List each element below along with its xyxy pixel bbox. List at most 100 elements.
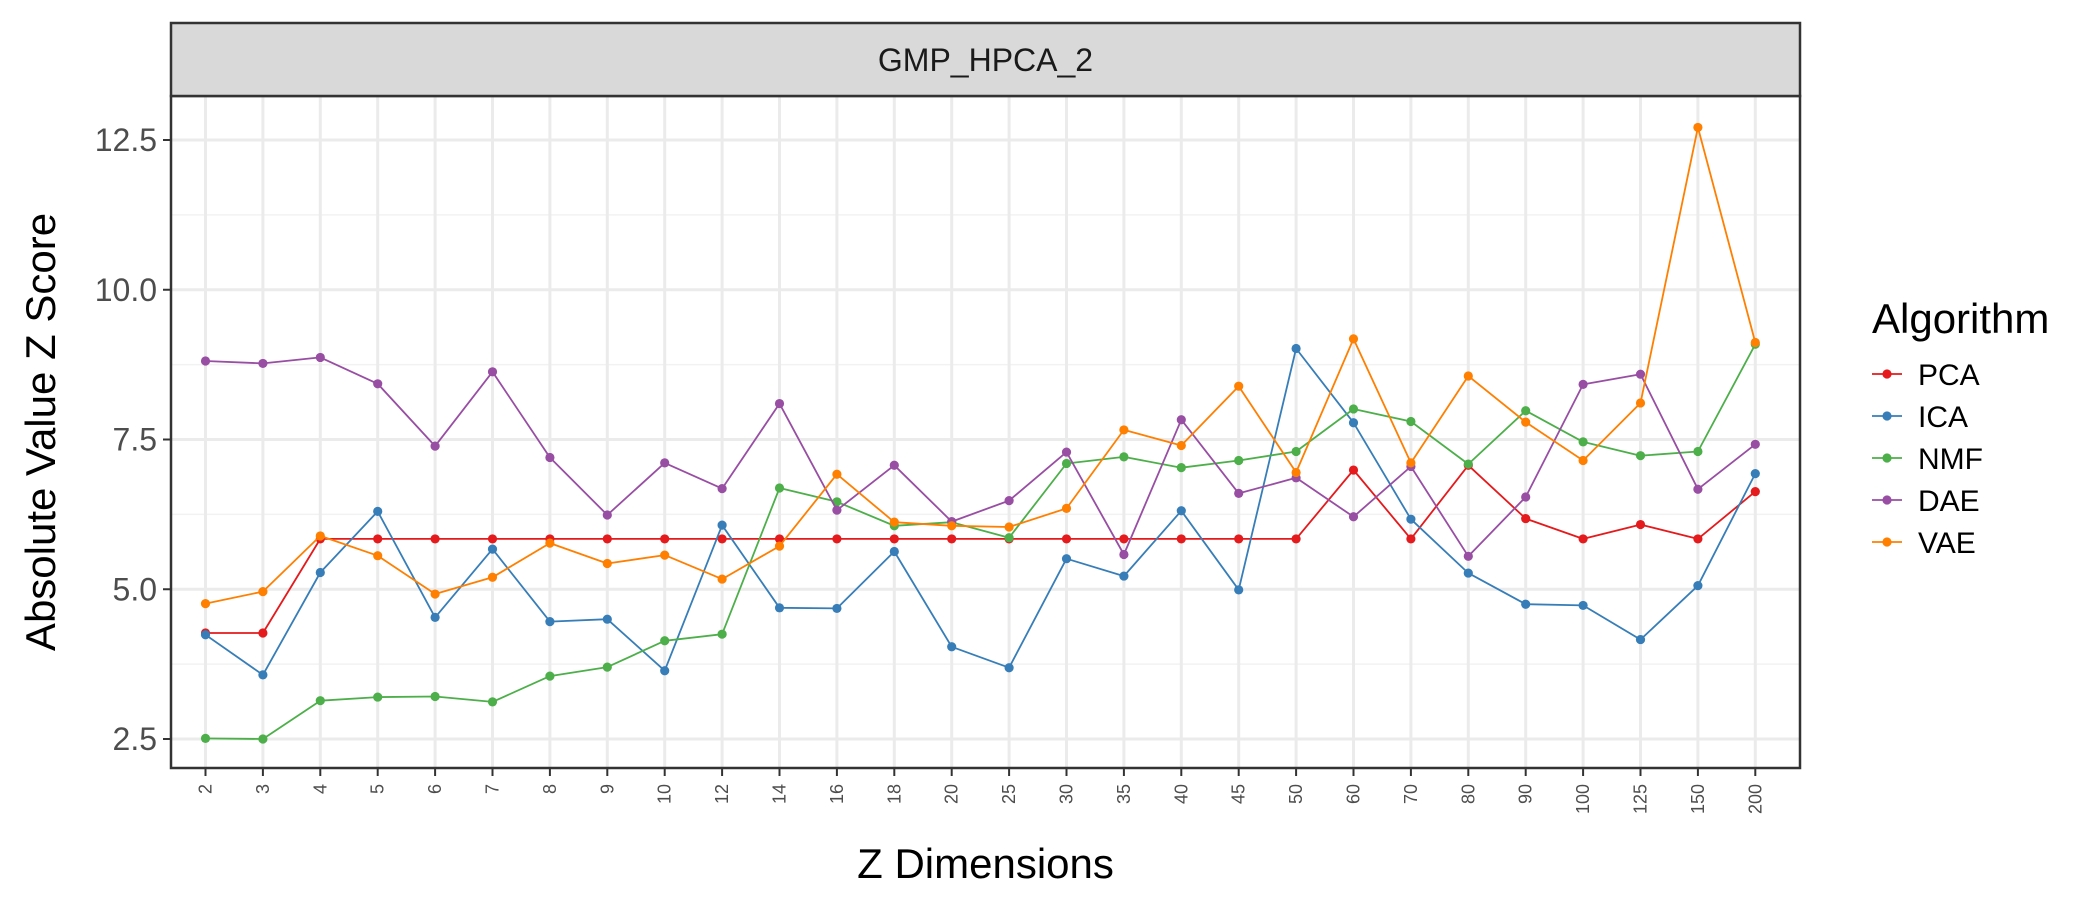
vae-point <box>1119 425 1129 435</box>
x-tick-label: 16 <box>827 784 847 804</box>
ica-point <box>430 612 440 623</box>
dae-point <box>889 460 899 470</box>
vae-point <box>602 558 612 569</box>
pca-point <box>373 534 383 544</box>
pca-point <box>1176 534 1186 544</box>
ica-point <box>1061 554 1072 564</box>
nmf-point <box>1119 452 1129 462</box>
pca-point <box>1061 534 1072 544</box>
y-tick-label: 10.0 <box>95 272 157 308</box>
legend-title: Algorithm <box>1872 295 2049 342</box>
facet-strip <box>169 21 1802 98</box>
ica-point <box>1119 571 1129 581</box>
pca-point <box>430 534 440 544</box>
ica-point <box>1004 663 1014 673</box>
pca-point <box>602 534 612 544</box>
ica-point <box>947 642 957 652</box>
nmf-point <box>1693 446 1703 457</box>
x-tick-label: 30 <box>1057 784 1077 804</box>
pca-point <box>947 534 957 544</box>
legend-item-vae: VAE <box>1872 527 1976 560</box>
nmf-point <box>200 733 211 744</box>
nmf-point <box>1578 437 1588 447</box>
nmf-point <box>373 692 383 702</box>
x-tick-label: 35 <box>1114 784 1134 804</box>
vae-point <box>832 469 842 479</box>
series-dae <box>200 352 1760 561</box>
nmf-point <box>1463 459 1473 469</box>
vae-point <box>1406 458 1416 468</box>
nmf-point <box>1406 416 1416 427</box>
ica-point <box>774 603 785 613</box>
pca-point <box>1234 534 1244 544</box>
vae-point <box>430 589 440 599</box>
dae-line <box>205 356 1756 558</box>
legend: Algorithm PCA ICA NMF DAE VAE <box>1872 295 2049 560</box>
legend-item-nmf: NMF <box>1872 443 1983 476</box>
x-tick-label: 4 <box>310 784 330 794</box>
dae-point <box>774 398 785 409</box>
nmf-point <box>774 483 785 493</box>
nmf-point <box>258 734 268 744</box>
y-axis-title: Absolute Value Z Score <box>17 213 64 651</box>
legend-item-dae: DAE <box>1872 485 1980 518</box>
pca-point <box>1693 534 1703 544</box>
nmf-point <box>1291 446 1301 457</box>
ica-point <box>1521 599 1531 609</box>
x-tick-label: 100 <box>1573 784 1593 814</box>
dae-point <box>200 356 211 366</box>
vae-point <box>1004 522 1014 532</box>
ica-point <box>373 506 383 516</box>
dae-point <box>1004 495 1014 506</box>
ica-point <box>1578 600 1588 611</box>
legend-key-point <box>1882 453 1892 463</box>
series-layer <box>200 122 1760 744</box>
y-tick-label: 5.0 <box>113 571 157 607</box>
dae-point <box>717 484 727 494</box>
x-axis-title: Z Dimensions <box>857 840 1114 887</box>
vae-point <box>1463 371 1473 381</box>
nmf-point <box>1521 406 1531 416</box>
ica-point <box>258 670 268 680</box>
legend-label: NMF <box>1918 443 1983 476</box>
dae-point <box>545 452 555 463</box>
grid-layer <box>171 96 1800 768</box>
nmf-point <box>1176 463 1186 473</box>
x-tick-label: 12 <box>712 784 732 804</box>
dae-point <box>315 352 325 363</box>
dae-point <box>1463 551 1473 561</box>
vae-line <box>205 126 1757 605</box>
x-tick-label: 125 <box>1631 784 1651 814</box>
pca-point <box>487 534 498 544</box>
dae-point <box>1521 492 1531 502</box>
dae-point <box>1750 439 1760 449</box>
y-tick-label: 12.5 <box>95 122 157 158</box>
x-tick-label: 20 <box>942 784 962 804</box>
vae-point <box>947 521 957 531</box>
legend-item-ica: ICA <box>1872 401 1968 434</box>
ica-point <box>1348 418 1359 428</box>
ica-point <box>487 544 498 554</box>
dae-point <box>1119 549 1129 560</box>
dae-point <box>487 367 498 377</box>
series-ica <box>200 343 1760 680</box>
ica-point <box>1291 343 1301 354</box>
vae-point <box>315 531 325 541</box>
vae-point <box>258 587 268 597</box>
nmf-point <box>487 697 498 707</box>
legend-label: DAE <box>1918 485 1980 518</box>
ica-point <box>1750 469 1760 479</box>
dae-point <box>373 379 383 389</box>
x-tick-label: 25 <box>999 784 1019 804</box>
vae-point <box>1176 440 1186 451</box>
x-tick-label: 150 <box>1688 784 1708 814</box>
nmf-point <box>1348 404 1359 414</box>
x-tick-label: 3 <box>253 784 273 794</box>
nmf-point <box>717 629 727 639</box>
x-tick-label: 7 <box>483 784 503 794</box>
x-tick-label: 8 <box>540 784 560 794</box>
legend-label: VAE <box>1918 527 1976 560</box>
y-axis: 2.5 5.0 7.5 10.0 12.5 <box>95 122 171 757</box>
nmf-point <box>602 662 612 672</box>
nmf-line <box>205 343 1757 740</box>
